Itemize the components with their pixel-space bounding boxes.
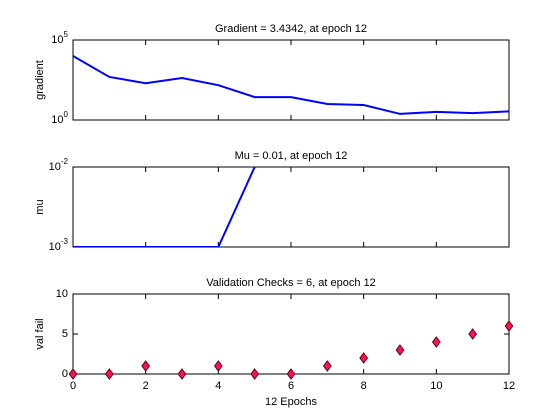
x-tick-label: 10 — [430, 380, 442, 392]
x-axis-label: 12 Epochs — [265, 396, 317, 408]
x-tick-label: 6 — [288, 380, 294, 392]
x-tick-label: 2 — [143, 380, 149, 392]
y-tick-label: 10-3 — [49, 237, 69, 253]
series-line — [73, 55, 509, 115]
diamond-marker — [68, 368, 78, 380]
y-tick-label: 10 — [56, 288, 68, 300]
axes-frame — [72, 293, 510, 375]
subplot: Gradient = 3.4342, at epoch 12 gradient 10… — [34, 23, 510, 126]
y-axis-label: mu — [34, 199, 46, 214]
diamond-marker — [250, 368, 260, 380]
x-tick-label: 12 — [503, 380, 515, 392]
plot-area — [73, 55, 509, 115]
subplot-title: Mu = 0.01, at epoch 12 — [235, 150, 348, 162]
diamond-marker — [359, 352, 369, 364]
y-tick-label: 0 — [62, 368, 68, 380]
diamond-marker — [504, 320, 514, 332]
subplot: Validation Checks = 6, at epoch 12 val fa… — [34, 277, 515, 408]
diamond-marker — [177, 368, 187, 380]
subplot: Mu = 0.01, at epoch 12 mu 10-3 10-2 — [34, 150, 510, 253]
y-axis-label: val fail — [34, 318, 46, 349]
axes-frame — [72, 39, 510, 121]
y-axis-label: gradient — [34, 60, 46, 100]
diamond-marker — [213, 360, 223, 372]
diamond-marker — [322, 360, 332, 372]
x-tick-label: 4 — [215, 380, 221, 392]
diamond-marker — [395, 344, 405, 356]
plot-area — [73, 167, 256, 247]
axes-frame — [72, 166, 510, 248]
x-tick-label: 8 — [361, 380, 367, 392]
diamond-marker — [431, 336, 441, 348]
y-tick-label: 100 — [51, 110, 68, 126]
y-tick-label: 10-2 — [49, 157, 69, 173]
x-tick-label: 0 — [70, 380, 76, 392]
diamond-marker — [141, 360, 151, 372]
y-tick-label: 5 — [62, 328, 68, 340]
diamond-marker — [468, 328, 478, 340]
diamond-marker — [104, 368, 114, 380]
diamond-marker — [286, 368, 296, 380]
series-line — [73, 167, 256, 247]
y-tick-label: 105 — [51, 30, 68, 46]
subplot-title: Gradient = 3.4342, at epoch 12 — [215, 23, 367, 35]
subplot-title: Validation Checks = 6, at epoch 12 — [206, 277, 376, 289]
